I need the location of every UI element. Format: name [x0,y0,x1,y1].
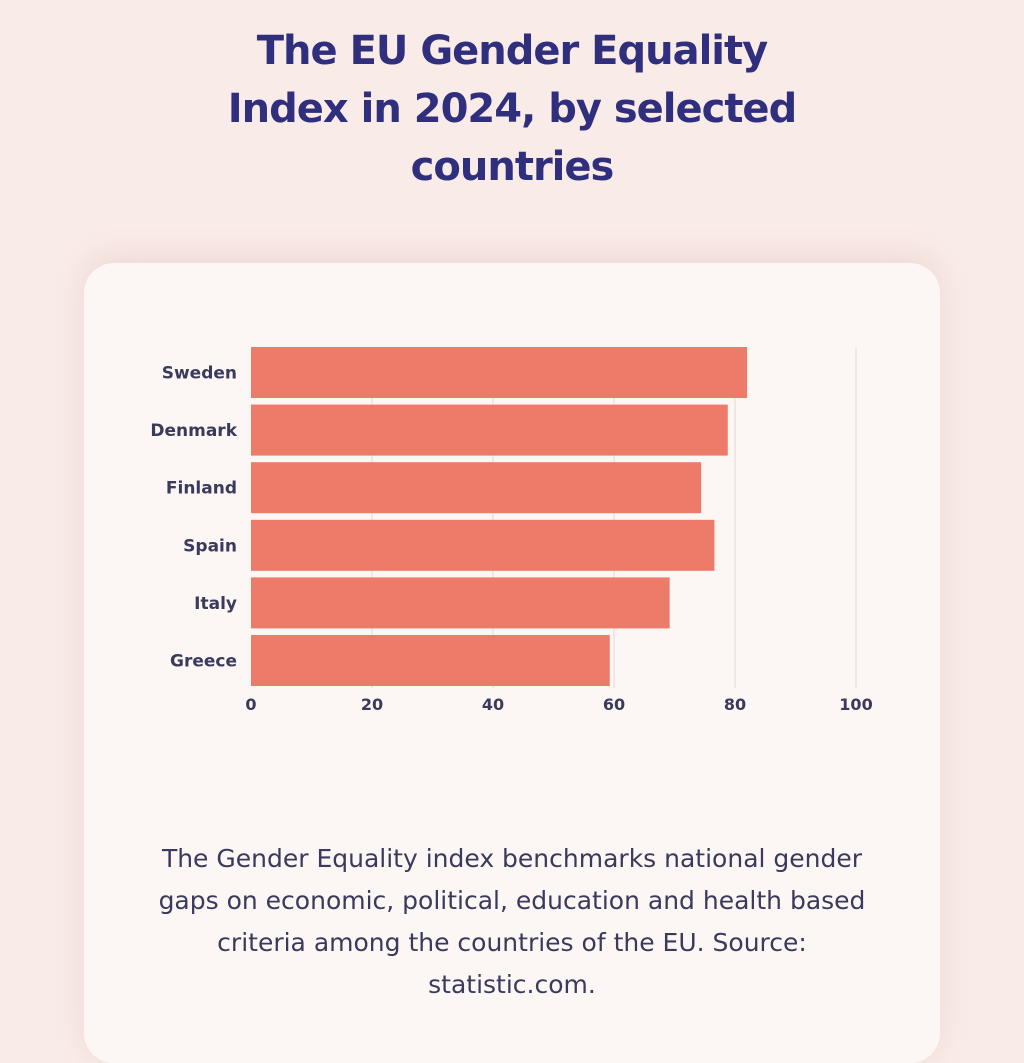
category-label-denmark: Denmark [150,421,237,441]
category-label-spain: Spain [183,536,237,556]
x-tick-label: 60 [603,695,625,714]
x-axis-ticks: 0 20 40 60 80 100 [245,695,872,714]
bar-denmark [251,404,728,456]
x-tick-label: 40 [482,695,504,714]
grid-lines [371,347,857,688]
x-tick-label: 100 [839,695,872,714]
bar-chart: Sweden Denmark Finland Spain Italy Greece 0 20… [150,347,873,714]
bar-greece [251,635,610,686]
x-tick-label: 20 [361,695,383,714]
chart-caption: The Gender Equality index benchmarks nat… [158,844,866,999]
category-labels: Sweden Denmark Finland Spain Italy Greece [150,364,237,672]
bar-sweden [251,347,748,398]
x-tick-label: 0 [245,695,256,714]
bar-italy [251,577,670,629]
page-title: The EU Gender Equality Index in 2024, by… [227,28,797,190]
x-tick-label: 80 [724,695,746,714]
bars [251,347,748,686]
bar-spain [251,519,715,571]
category-label-greece: Greece [170,652,237,672]
category-label-finland: Finland [166,479,237,499]
category-label-sweden: Sweden [162,364,237,384]
bar-finland [251,462,702,514]
category-label-italy: Italy [194,594,237,614]
